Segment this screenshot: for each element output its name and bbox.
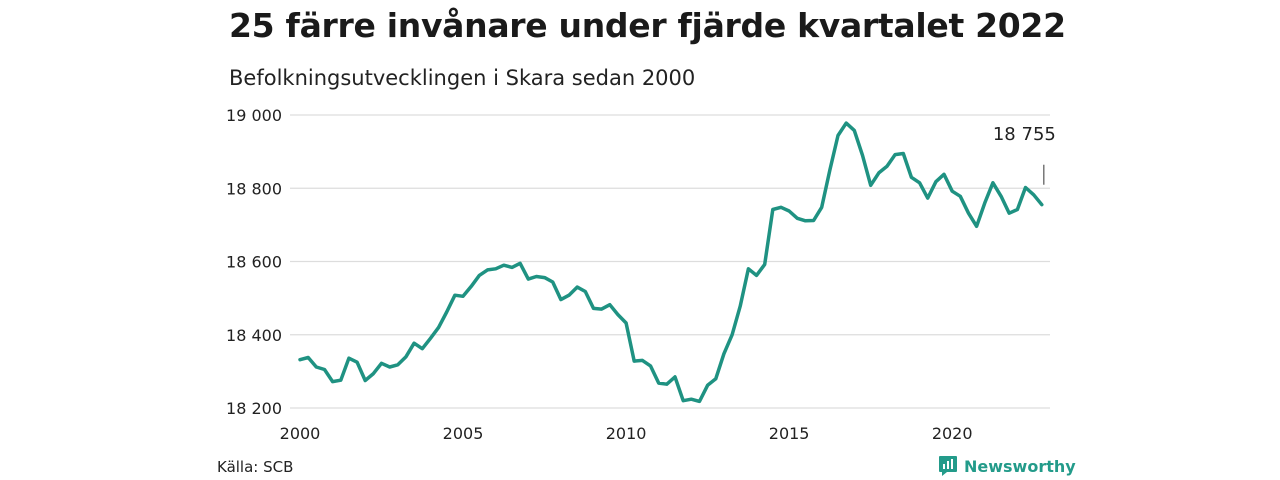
chart-title: 25 färre invånare under fjärde kvartalet…	[229, 6, 1066, 45]
x-tick-label: 2000	[280, 424, 321, 443]
population-series-line	[298, 121, 1044, 404]
x-axis-tick-labels: 2000 2005 2010 2015 2020	[280, 424, 973, 443]
annotation-label: 18 755	[993, 124, 1056, 145]
x-tick-label: 2015	[769, 424, 810, 443]
chart-subtitle: Befolkningsutvecklingen i Skara sedan 20…	[229, 66, 696, 90]
x-tick-label: 2005	[443, 424, 484, 443]
gridlines	[290, 114, 1050, 409]
x-tick-label: 2020	[932, 424, 973, 443]
series-layer	[298, 121, 1044, 404]
brand-logo[interactable]: Newsworthy	[938, 454, 1076, 478]
y-tick-label: 18 200	[226, 399, 282, 418]
source-note: Källa: SCB	[217, 458, 294, 476]
y-tick-label: 18 400	[226, 326, 282, 345]
y-tick-label: 18 800	[226, 179, 282, 198]
x-tick-label: 2010	[606, 424, 647, 443]
brand-name: Newsworthy	[964, 456, 1076, 476]
y-tick-label: 18 600	[226, 253, 282, 272]
y-axis-tick-labels: 18 200 18 400 18 600 18 800 19 000	[226, 106, 282, 418]
newsworthy-logo-icon	[939, 456, 957, 476]
annotation-layer: 18 755	[993, 124, 1056, 185]
y-tick-label: 19 000	[226, 106, 282, 125]
